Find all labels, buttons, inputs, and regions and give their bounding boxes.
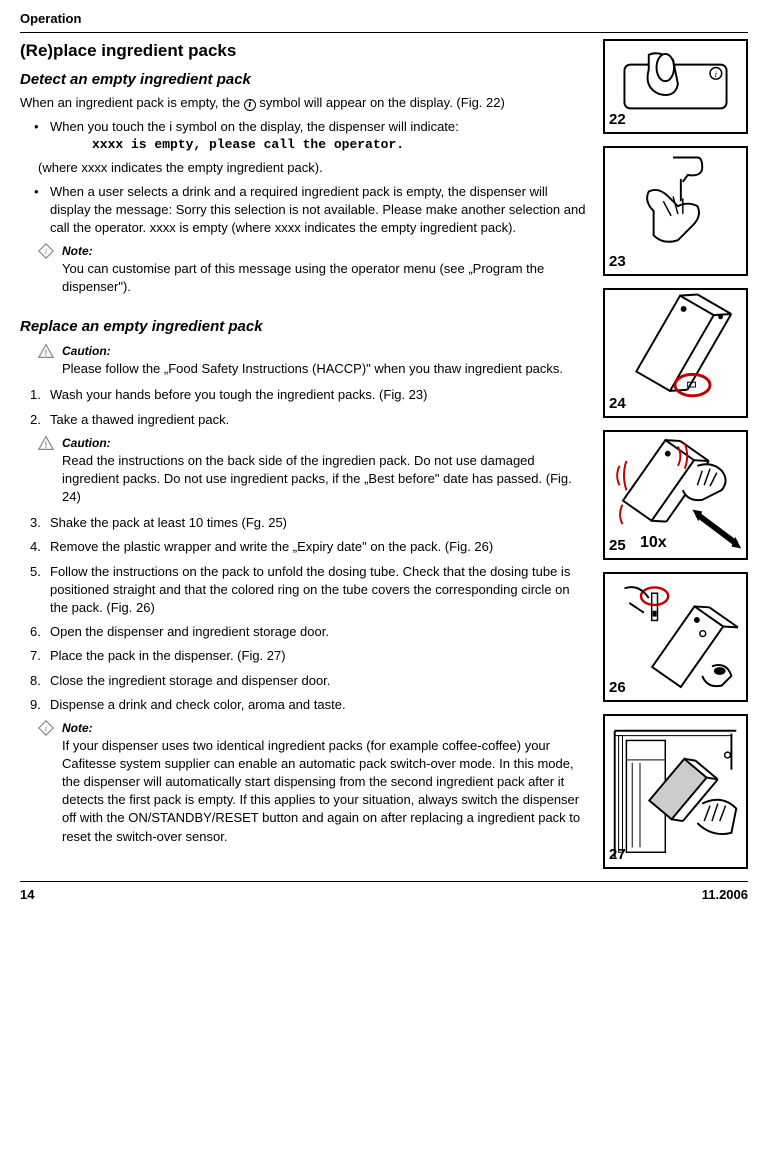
caution-body: Please follow the „Food Safety Instructi…: [62, 360, 563, 378]
figure-label: 27: [609, 844, 626, 865]
page-footer: 14 11.2006: [20, 881, 748, 904]
svg-text:!: !: [45, 348, 48, 358]
caution-label: Caution:: [62, 343, 563, 360]
step-item: 6.Open the dispenser and ingredient stor…: [30, 623, 587, 641]
text-column: (Re)place ingredient packs Detect an emp…: [20, 39, 587, 869]
header-rule: [20, 32, 748, 33]
step-item: 5.Follow the instructions on the pack to…: [30, 563, 587, 618]
step-list-2: 3.Shake the pack at least 10 times (Fg. …: [30, 514, 587, 714]
note-block: i Note: You can customise part of this m…: [38, 243, 587, 296]
figure-column: i 22 23: [603, 39, 748, 869]
step-item: 1.Wash your hands before you tough the i…: [30, 386, 587, 404]
note-label: Note:: [62, 720, 587, 737]
info-diamond-icon: i: [38, 243, 54, 296]
step-list-1: 1.Wash your hands before you tough the i…: [30, 386, 587, 428]
caution-triangle-icon: !: [38, 343, 54, 378]
code-message: xxxx is empty, please call the operator.: [92, 136, 587, 154]
step-item: 2.Take a thawed ingredient pack.: [30, 411, 587, 429]
step-item: 8.Close the ingredient storage and dispe…: [30, 672, 587, 690]
page-title: (Re)place ingredient packs: [20, 39, 587, 63]
note-body: If your dispenser uses two identical ing…: [62, 737, 587, 846]
caution-body: Read the instructions on the back side o…: [62, 452, 587, 507]
bullet-item: When you touch the i symbol on the displ…: [38, 118, 587, 177]
figure-25: 25 10x: [603, 430, 748, 560]
step-item: 3.Shake the pack at least 10 times (Fg. …: [30, 514, 587, 532]
bullet-item: When a user selects a drink and a requir…: [38, 183, 587, 238]
caution-label: Caution:: [62, 435, 587, 452]
figure-label: 22: [609, 109, 626, 130]
svg-text:i: i: [45, 723, 48, 733]
figure-label: 26: [609, 677, 626, 698]
intro-paragraph: When an ingredient pack is empty, the i …: [20, 94, 587, 112]
figure-26: 26: [603, 572, 748, 702]
note-block: i Note: If your dispenser uses two ident…: [38, 720, 587, 846]
figure-23: 23: [603, 146, 748, 276]
figure-label: 23: [609, 251, 626, 272]
svg-text:!: !: [45, 440, 48, 450]
svg-text:i: i: [715, 69, 718, 79]
bullet-list-1: When you touch the i symbol on the displ…: [38, 118, 587, 237]
step-item: 4.Remove the plastic wrapper and write t…: [30, 538, 587, 556]
section-heading-detect: Detect an empty ingredient pack: [20, 69, 587, 90]
section-heading-replace: Replace an empty ingredient pack: [20, 316, 587, 337]
info-diamond-icon: i: [38, 720, 54, 846]
caution-triangle-icon: !: [38, 435, 54, 506]
caution-block: ! Caution: Read the instructions on the …: [38, 435, 587, 506]
note-body: You can customise part of this message u…: [62, 260, 587, 296]
figure-label: 25: [609, 535, 626, 556]
step-item: 9.Dispense a drink and check color, arom…: [30, 696, 587, 714]
main-content: (Re)place ingredient packs Detect an emp…: [20, 39, 748, 869]
svg-text:i: i: [45, 246, 48, 256]
figure-24: 24: [603, 288, 748, 418]
page-header: Operation: [20, 10, 748, 28]
footer-date: 11.2006: [702, 886, 748, 904]
note-label: Note:: [62, 243, 587, 260]
page-number: 14: [20, 886, 34, 904]
figure-extra-text: 10x: [640, 532, 667, 554]
figure-27: 27: [603, 714, 748, 869]
step-item: 7.Place the pack in the dispenser. (Fig.…: [30, 647, 587, 665]
caution-block: ! Caution: Please follow the „Food Safet…: [38, 343, 587, 378]
info-icon: i: [244, 99, 256, 111]
figure-22: i 22: [603, 39, 748, 134]
figure-label: 24: [609, 393, 626, 414]
